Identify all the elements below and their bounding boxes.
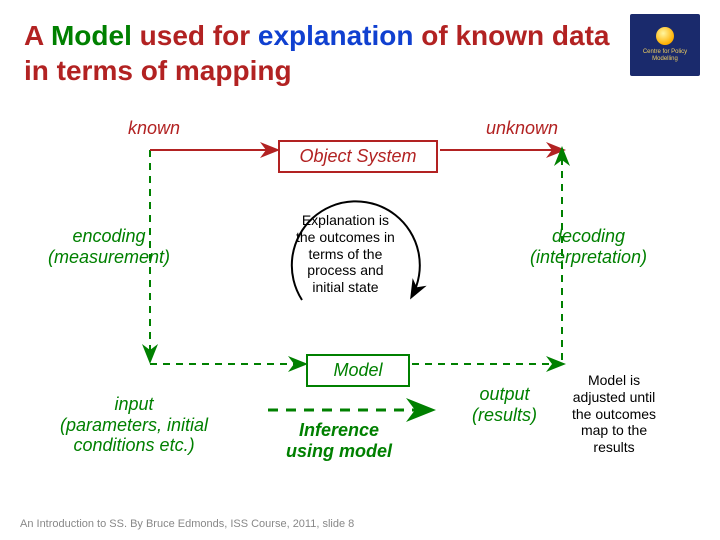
title-part-0: A	[24, 20, 51, 51]
lightbulb-icon	[656, 27, 674, 45]
title-part-3: explanation	[258, 20, 414, 51]
slide-title: A Model used for explanation of known da…	[24, 18, 610, 88]
label-inference: Inferenceusing model	[286, 420, 392, 461]
label-encoding: encoding(measurement)	[48, 226, 170, 267]
slide-footer: An Introduction to SS. By Bruce Edmonds,…	[20, 518, 354, 530]
cpm-logo: Centre for Policy Modelling	[630, 14, 700, 76]
logo-caption: Centre for Policy Modelling	[630, 49, 700, 62]
note-adjusted: Model isadjusted untilthe outcomesmap to…	[572, 372, 656, 456]
label-known: known	[128, 118, 180, 139]
label-decoding: decoding(interpretation)	[530, 226, 647, 267]
label-output: output(results)	[472, 384, 537, 425]
label-input: input(parameters, initialconditions etc.…	[60, 394, 208, 456]
note-explanation: Explanation isthe outcomes interms of th…	[296, 212, 395, 296]
title-part-1: Model	[51, 20, 132, 51]
object-system-box: Object System	[278, 140, 438, 173]
model-box: Model	[306, 354, 410, 387]
title-part-2: used for	[132, 20, 258, 51]
label-unknown: unknown	[486, 118, 558, 139]
